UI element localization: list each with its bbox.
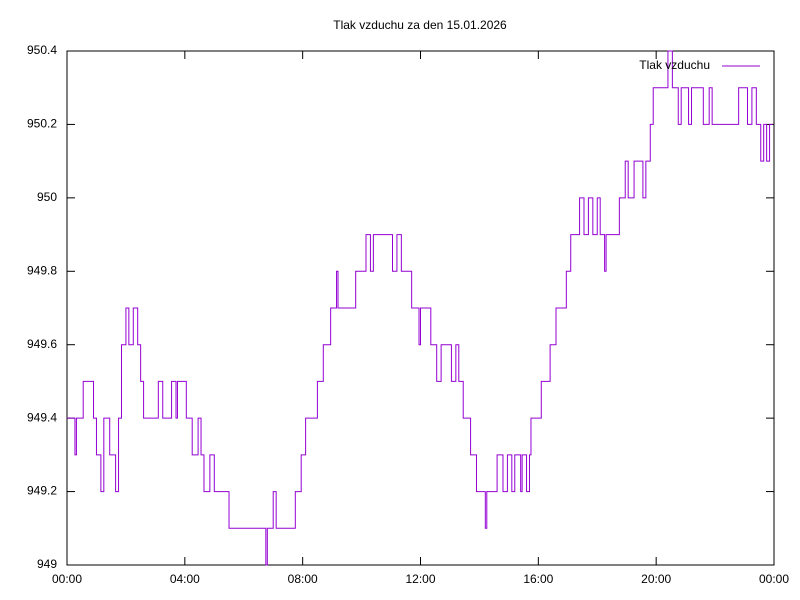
y-tick-label: 949 [37, 557, 57, 571]
y-tick-label: 950.4 [27, 43, 57, 57]
x-tick-label: 12:00 [405, 572, 435, 586]
chart-title: Tlak vzduchu za den 15.01.2026 [333, 18, 507, 32]
x-tick-label: 08:00 [288, 572, 318, 586]
x-tick-label: 16:00 [523, 572, 553, 586]
x-tick-label: 20:00 [641, 572, 671, 586]
y-tick-label: 950.2 [27, 117, 57, 131]
plot-border [66, 50, 775, 566]
x-tick-label: 00:00 [759, 572, 789, 586]
y-tick-label: 950 [37, 190, 57, 204]
y-tick-label: 949.2 [27, 484, 57, 498]
y-tick-label: 949.8 [27, 263, 57, 277]
data-line [67, 50, 773, 566]
x-tick-label: 04:00 [170, 572, 200, 586]
y-tick-label: 949.4 [27, 410, 57, 424]
x-tick-label: 00:00 [52, 572, 82, 586]
y-tick-label: 949.6 [27, 337, 57, 351]
legend-label: Tlak vzduchu [639, 58, 710, 72]
